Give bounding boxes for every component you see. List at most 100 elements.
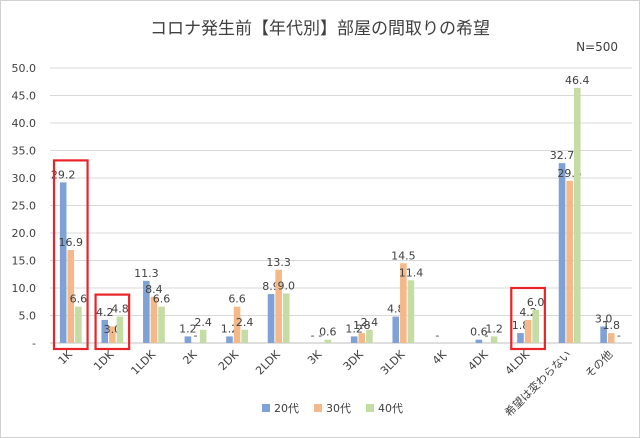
data-label: 11.4 bbox=[399, 266, 424, 279]
bar-40代 bbox=[282, 293, 290, 343]
data-label: 6.6 bbox=[228, 293, 246, 306]
legend-swatch-20代 bbox=[262, 404, 270, 412]
legend-label: 30代 bbox=[326, 402, 351, 415]
data-label: - bbox=[311, 329, 315, 342]
data-label: 16.9 bbox=[59, 236, 84, 249]
data-label: 9.0 bbox=[277, 280, 295, 293]
data-label: 4.2 bbox=[96, 306, 114, 319]
bar-30代 bbox=[150, 296, 158, 343]
x-tick-label: 4K bbox=[430, 347, 450, 367]
data-label: 6.6 bbox=[70, 293, 88, 306]
data-label: 46.4 bbox=[565, 74, 590, 87]
data-label: 6.0 bbox=[527, 296, 545, 309]
sample-size: N=500 bbox=[576, 40, 618, 54]
bar-20代 bbox=[517, 333, 524, 343]
x-tick-label: 3DK bbox=[341, 347, 367, 373]
bar-20代 bbox=[101, 319, 109, 343]
y-tick-label: 50.0 bbox=[12, 62, 37, 75]
bar-20代 bbox=[226, 336, 233, 343]
data-label: 13.3 bbox=[266, 256, 291, 269]
data-label: 1.8 bbox=[353, 319, 371, 332]
bar-40代 bbox=[199, 329, 207, 343]
data-label: 2.4 bbox=[361, 316, 379, 329]
data-label: - bbox=[318, 329, 322, 342]
highlight-box-1DK bbox=[94, 293, 131, 351]
bar-40代 bbox=[241, 329, 248, 343]
bar-20代 bbox=[267, 294, 275, 343]
legend-swatch-40代 bbox=[366, 404, 374, 412]
x-tick-label: 4DK bbox=[465, 347, 491, 373]
data-label: 6.6 bbox=[153, 293, 171, 306]
x-tick-label: 2LDK bbox=[253, 347, 283, 377]
bar-30代 bbox=[400, 263, 407, 343]
bar-30代 bbox=[524, 319, 532, 343]
highlight-box-1K bbox=[52, 159, 89, 351]
data-label: 0.6 bbox=[470, 326, 488, 339]
y-tick-label: 30.0 bbox=[12, 172, 37, 185]
bar-20代 bbox=[558, 163, 566, 343]
x-tick-label: 1K bbox=[56, 347, 76, 367]
data-label: - bbox=[435, 329, 439, 342]
bar-40代 bbox=[75, 306, 82, 343]
bar-20代 bbox=[392, 316, 400, 343]
y-tick-label: 10.0 bbox=[12, 282, 37, 295]
bar-30代 bbox=[358, 333, 366, 343]
x-tick-label: 2DK bbox=[216, 347, 242, 373]
bar-40代 bbox=[116, 316, 124, 343]
legend-label: 40代 bbox=[378, 402, 403, 415]
x-tick-label: 3K bbox=[305, 347, 325, 367]
bar-20代 bbox=[143, 280, 150, 343]
data-label: 2.4 bbox=[236, 316, 254, 329]
bar-40代 bbox=[407, 280, 415, 343]
y-tick-label: 45.0 bbox=[12, 90, 37, 103]
bar-40代 bbox=[573, 87, 581, 343]
x-tick-label: 4LDK bbox=[503, 347, 533, 377]
legend-swatch-30代 bbox=[314, 404, 322, 412]
data-label: 8.4 bbox=[145, 283, 163, 296]
y-tick-label: 40.0 bbox=[12, 117, 37, 130]
data-label: 1.2 bbox=[179, 322, 197, 335]
y-tick-label: 5.0 bbox=[19, 310, 37, 323]
y-tick-label: - bbox=[32, 337, 36, 350]
data-label: 2.4 bbox=[194, 316, 212, 329]
data-label: - bbox=[194, 329, 198, 342]
bar-40代 bbox=[366, 329, 373, 343]
data-label: 32.7 bbox=[550, 149, 575, 162]
bar-30代 bbox=[67, 250, 75, 343]
data-label: 14.5 bbox=[391, 249, 416, 262]
bar-20代 bbox=[184, 336, 192, 343]
data-label: 3.0 bbox=[595, 313, 613, 326]
bar-30代 bbox=[233, 306, 241, 343]
bar-20代 bbox=[59, 182, 67, 343]
bar-30代 bbox=[109, 326, 116, 343]
x-tick-label: 1DK bbox=[91, 347, 117, 373]
data-label: 1.2 bbox=[485, 322, 503, 335]
data-label: - bbox=[485, 329, 489, 342]
highlight-box-4LDK bbox=[510, 286, 546, 351]
y-tick-label: 20.0 bbox=[12, 227, 37, 240]
bar-30代 bbox=[566, 180, 573, 343]
bar-20代 bbox=[350, 336, 358, 343]
data-label: 29.2 bbox=[51, 168, 76, 181]
y-tick-label: 35.0 bbox=[12, 145, 37, 158]
bar-40代 bbox=[158, 306, 165, 343]
data-label: 4.8 bbox=[111, 303, 129, 316]
bar-20代 bbox=[600, 326, 607, 343]
data-label: 1.2 bbox=[345, 322, 363, 335]
bar-30代 bbox=[607, 333, 615, 343]
x-tick-label: その他 bbox=[583, 348, 616, 381]
bar-30代 bbox=[275, 269, 282, 343]
data-label: - bbox=[617, 329, 621, 342]
bar-40代 bbox=[490, 336, 498, 343]
data-label: 1.8 bbox=[602, 319, 620, 332]
bar-40代 bbox=[324, 339, 332, 343]
bar-40代 bbox=[532, 310, 539, 343]
y-tick-label: 15.0 bbox=[12, 255, 37, 268]
chart-title: コロナ発生前【年代別】部屋の間取りの希望 bbox=[150, 19, 490, 39]
x-tick-label: 1LDK bbox=[128, 347, 158, 377]
y-tick-label: 25.0 bbox=[12, 200, 37, 213]
data-label: 0.6 bbox=[319, 326, 337, 339]
x-tick-label: 3LDK bbox=[378, 347, 408, 377]
